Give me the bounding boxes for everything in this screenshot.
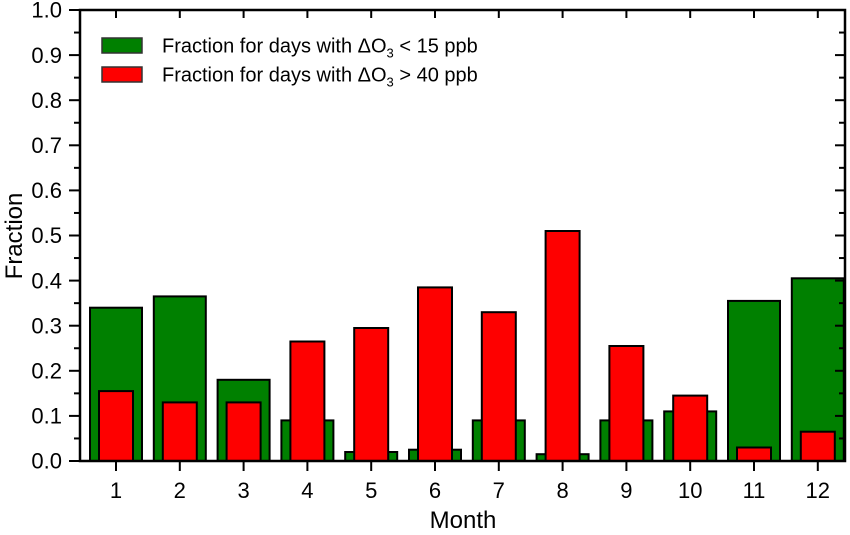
- x-tick-label: 3: [237, 478, 249, 503]
- x-tick-label: 7: [493, 478, 505, 503]
- legend-swatch-green: [101, 37, 143, 54]
- bar-red-month-12: [799, 430, 836, 463]
- x-tick-label: 8: [556, 478, 568, 503]
- y-tick-label: 1.0: [31, 0, 62, 23]
- y-tick-label: 0.1: [31, 404, 62, 429]
- bar-red-month-4: [289, 340, 326, 462]
- x-tick-label: 9: [620, 478, 632, 503]
- legend-swatch-red: [101, 66, 143, 83]
- bar-red-month-7: [480, 311, 517, 463]
- y-tick-label: 0.3: [31, 313, 62, 338]
- y-axis-title: Fraction: [1, 193, 28, 280]
- y-tick-label: 0.5: [31, 223, 62, 248]
- x-tick-label: 4: [301, 478, 313, 503]
- y-tick-label: 0.8: [31, 88, 62, 113]
- bar-green-month-11: [727, 299, 781, 462]
- x-tick-label: 5: [365, 478, 377, 503]
- y-tick-label: 0.4: [31, 268, 62, 293]
- x-tick-label: 6: [429, 478, 441, 503]
- x-axis-title: Month: [430, 507, 497, 534]
- bar-red-month-2: [161, 401, 198, 462]
- y-tick-label: 0.9: [31, 43, 62, 68]
- y-tick-label: 0.0: [31, 449, 62, 474]
- bar-red-month-8: [544, 230, 581, 462]
- bar-red-month-10: [672, 394, 709, 463]
- x-tick-label: 2: [174, 478, 186, 503]
- x-tick-label: 1: [110, 478, 122, 503]
- y-tick-label: 0.7: [31, 133, 62, 158]
- bar-red-month-5: [353, 327, 390, 462]
- bar-red-month-3: [225, 401, 262, 462]
- bar-red-month-11: [736, 446, 772, 462]
- bar-red-month-9: [608, 345, 645, 462]
- bar-red-month-1: [98, 390, 134, 463]
- x-tick-label: 12: [806, 478, 830, 503]
- bar-red-month-6: [417, 286, 453, 462]
- x-tick-label: 10: [678, 478, 702, 503]
- x-tick-label: 11: [743, 478, 766, 503]
- legend-label-green: Fraction for days with ΔO3 < 15 ppb: [162, 36, 478, 61]
- plot-area: 0.00.10.20.30.40.50.60.70.80.91.01 2 3 4 5 6 7…: [31, 0, 847, 503]
- y-tick-label: 0.6: [31, 178, 62, 203]
- legend-label-red: Fraction for days with ΔO3 > 40 ppb: [162, 65, 478, 90]
- y-tick-label: 0.2: [31, 359, 62, 384]
